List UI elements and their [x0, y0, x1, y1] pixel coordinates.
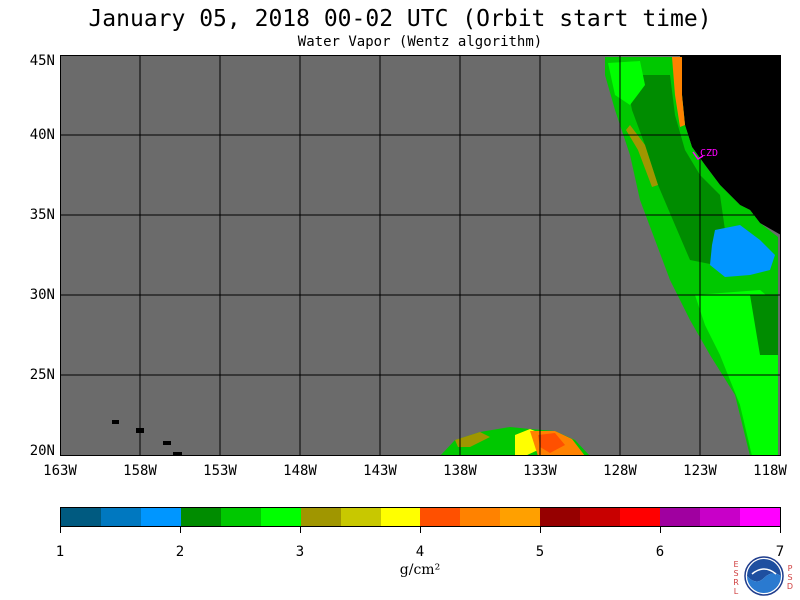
colorbar-cell	[620, 508, 661, 526]
colorbar-unit: g/cm²	[399, 562, 441, 578]
colorbar-label: 5	[535, 544, 545, 560]
colorbar-tick	[540, 527, 541, 533]
land-mass	[680, 55, 781, 235]
water-vapor-map: CZD	[60, 55, 781, 456]
swath-edge-olive	[626, 125, 658, 187]
colorbar-label: 2	[175, 544, 185, 560]
colorbar-tick	[60, 527, 61, 533]
lon-label: 148W	[283, 463, 317, 479]
colorbar-label: 3	[295, 544, 305, 560]
station-label: CZD	[700, 148, 718, 159]
lat-label: 40N	[29, 127, 55, 143]
lat-label: 25N	[29, 367, 55, 383]
colorbar-cell	[380, 508, 421, 526]
colorbar-cell	[500, 508, 541, 526]
colorbar-tick	[180, 527, 181, 533]
swath-bright-upper	[608, 61, 645, 105]
colorbar-cell	[140, 508, 181, 526]
colorbar-cell	[420, 508, 461, 526]
colorbar-tick	[780, 527, 781, 533]
noaa-emblem-icon	[744, 556, 784, 596]
lon-label: 138W	[443, 463, 477, 479]
lat-label: 45N	[29, 53, 55, 69]
lat-label: 20N	[29, 443, 55, 459]
colorbar-cell	[100, 508, 141, 526]
map-subtitle: Water Vapor (Wentz algorithm)	[297, 34, 543, 50]
lon-label: 123W	[683, 463, 717, 479]
lon-label: 133W	[523, 463, 557, 479]
colorbar-cell	[340, 508, 381, 526]
lat-label: 30N	[29, 287, 55, 303]
colorbar-cell	[300, 508, 341, 526]
island-maui	[163, 441, 171, 445]
lon-label: 118W	[753, 463, 787, 479]
lat-label: 35N	[29, 207, 55, 223]
colorbar-tick	[420, 527, 421, 533]
lon-label: 163W	[43, 463, 77, 479]
swath-dark-lower	[750, 295, 778, 355]
colorbar-cell	[180, 508, 221, 526]
swath-edge-orange	[672, 57, 685, 127]
south-blob-olive	[455, 432, 490, 447]
lon-label: 143W	[363, 463, 397, 479]
south-blob-red	[538, 433, 565, 453]
map-frame	[60, 55, 781, 456]
colorbar-label: 6	[655, 544, 665, 560]
colorbar-cell	[220, 508, 261, 526]
swath-blue-patch	[710, 225, 775, 277]
lon-label: 128W	[603, 463, 637, 479]
colorbar-label: 7	[775, 544, 785, 560]
colorbar-cell	[700, 508, 740, 526]
colorbar-cell	[540, 508, 581, 526]
colorbar-cell	[739, 508, 780, 526]
map-title: January 05, 2018 00-02 UTC (Orbit start …	[88, 6, 712, 32]
colorbar-cell	[260, 508, 301, 526]
lon-label: 153W	[203, 463, 237, 479]
colorbar-tick	[660, 527, 661, 533]
colorbar-cell	[61, 508, 101, 526]
colorbar-tick	[300, 527, 301, 533]
graticule	[60, 55, 781, 456]
island-hawaii	[173, 452, 182, 456]
station-marker	[692, 151, 704, 160]
colorbar-cell	[660, 508, 700, 526]
map-canvas: CZD	[60, 55, 781, 456]
colorbar	[60, 507, 781, 527]
colorbar-cell	[460, 508, 501, 526]
colorbar-label: 4	[415, 544, 425, 560]
colorbar-label: 1	[55, 544, 65, 560]
colorbar-cell	[580, 508, 621, 526]
lon-label: 158W	[123, 463, 157, 479]
island-kauai	[112, 420, 119, 424]
